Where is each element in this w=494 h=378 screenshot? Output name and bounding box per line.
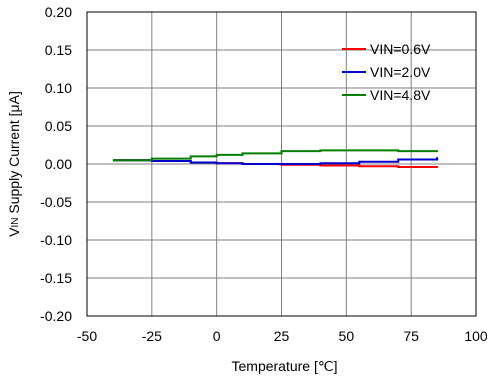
y-tick-label: -0.20 <box>40 308 72 324</box>
y-axis-title-main: V <box>6 227 22 237</box>
x-tick-label: -25 <box>142 328 162 344</box>
x-tick-label: 25 <box>274 328 290 344</box>
legend-label: VIN=4.8V <box>370 87 431 103</box>
legend: VIN=0.6V VIN=2.0V VIN=4.8V <box>342 41 431 103</box>
legend-label: VIN=0.6V <box>370 41 431 57</box>
y-axis-title-subscript: IN <box>10 218 21 228</box>
y-axis-title-rest: Supply Current [μA] <box>6 91 22 217</box>
x-tick-label: 0 <box>213 328 221 344</box>
y-tick-label: 0.15 <box>45 42 72 58</box>
x-tick-labels: -50 -25 0 25 50 75 100 <box>77 328 488 344</box>
y-tick-label: 0.10 <box>45 80 72 96</box>
y-tick-labels: -0.20 -0.15 -0.10 -0.05 0.00 0.05 0.10 0.15 0.20 <box>40 4 72 324</box>
x-axis-title: Temperature [℃] <box>232 358 338 374</box>
plot-frame <box>86 11 477 317</box>
y-tick-label: 0.20 <box>45 4 72 20</box>
y-tick-label: -0.05 <box>40 194 72 210</box>
y-tick-label: -0.10 <box>40 232 72 248</box>
series-line-2 <box>112 157 439 165</box>
x-tick-label: 100 <box>464 328 488 344</box>
series-line-3 <box>112 149 439 162</box>
series-layer <box>112 149 439 169</box>
x-tick-label: -50 <box>77 328 97 344</box>
y-tick-label: 0.00 <box>45 156 72 172</box>
x-tick-label: 50 <box>339 328 355 344</box>
y-axis-title: VIN Supply Current [μA] <box>6 91 22 237</box>
legend-label: VIN=2.0V <box>370 64 431 80</box>
y-tick-label: 0.05 <box>45 118 72 134</box>
y-tick-label: -0.15 <box>40 270 72 286</box>
x-tick-label: 75 <box>403 328 419 344</box>
